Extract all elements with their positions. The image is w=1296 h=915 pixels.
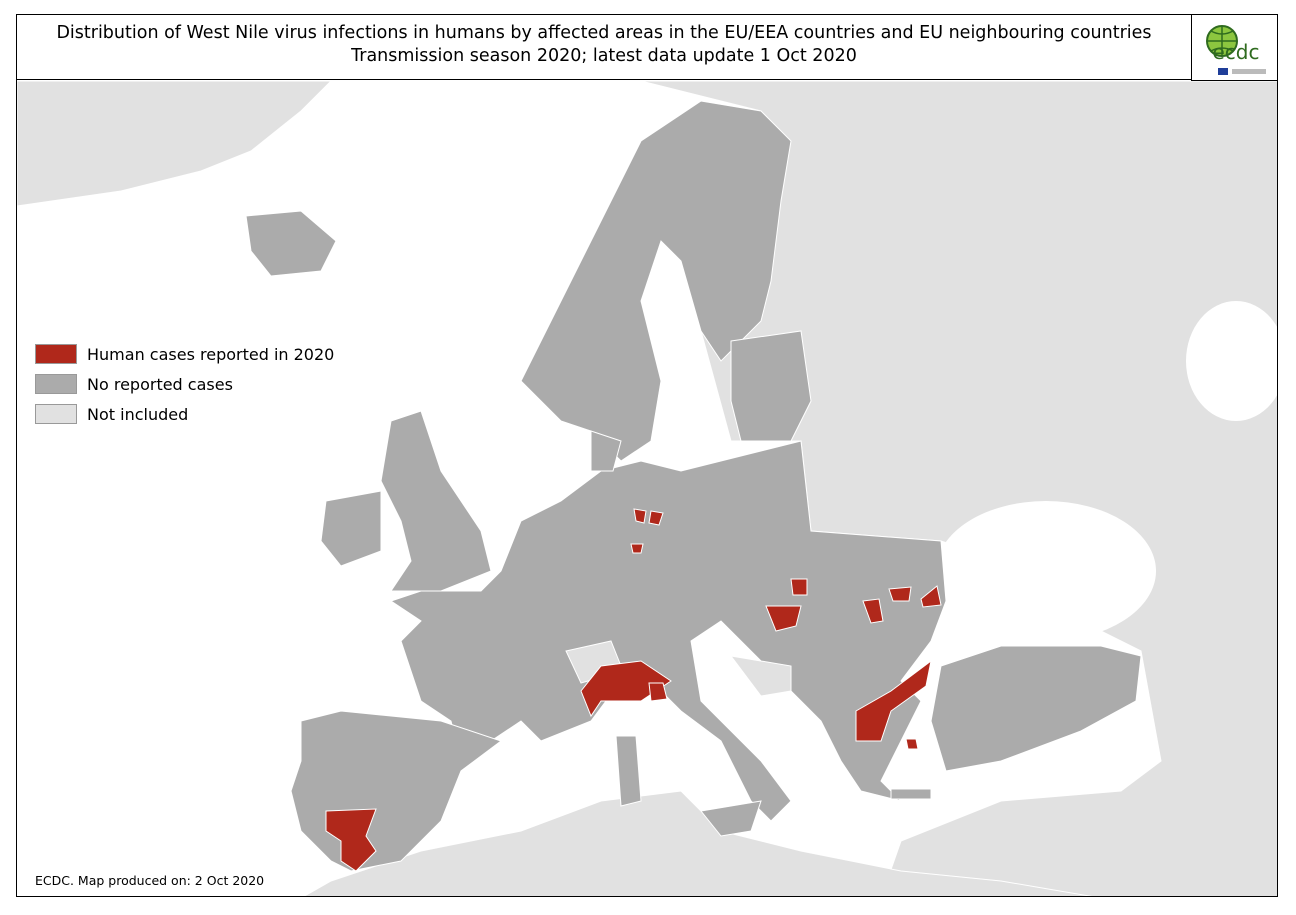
denmark (590, 430, 622, 472)
affected-romania (862, 598, 884, 624)
affected-germany (648, 510, 664, 526)
logo: ecdc (1191, 15, 1278, 81)
turkey (930, 645, 1142, 772)
sardinia (615, 735, 642, 807)
affected-slovakia (790, 578, 808, 596)
iceland (245, 210, 337, 277)
legend-item: No reported cases (35, 369, 334, 399)
affected-spain (325, 808, 377, 872)
legend: Human cases reported in 2020 No reported … (35, 339, 334, 429)
caspian-sea (1186, 301, 1277, 421)
affected-romania (888, 586, 912, 602)
map-frame: Distribution of West Nile virus infectio… (16, 14, 1278, 897)
map-regions (17, 81, 1277, 896)
legend-swatch (35, 344, 77, 364)
legend-label: No reported cases (87, 374, 233, 394)
subtitle: Transmission season 2020; latest data up… (351, 46, 857, 66)
legend-item: Human cases reported in 2020 (35, 339, 334, 369)
crete (890, 788, 932, 800)
affected-romania (920, 585, 942, 608)
legend-label: Not included (87, 404, 189, 424)
logo-grid (1207, 26, 1237, 56)
legend-swatch (35, 404, 77, 424)
affected-germany (633, 508, 647, 524)
legend-label: Human cases reported in 2020 (87, 344, 335, 364)
continental-europe (389, 440, 947, 822)
affected-germany (630, 543, 644, 554)
header: Distribution of West Nile virus infectio… (17, 15, 1191, 80)
sicily (700, 800, 762, 837)
eastern-europe (640, 81, 1277, 896)
eu-flag (1218, 68, 1228, 75)
greenland (17, 81, 332, 207)
affected-greece (855, 659, 932, 742)
legend-item: Not included (35, 399, 334, 429)
title: Distribution of West Nile virus infectio… (56, 23, 1152, 43)
bosnia (729, 655, 792, 697)
affected-hungary (765, 605, 802, 632)
affected-italy-east (648, 682, 668, 702)
map (17, 81, 1277, 896)
affected-greece-east (905, 738, 919, 750)
legend-swatch (35, 374, 77, 394)
ireland (320, 490, 382, 567)
black-sea (936, 501, 1156, 641)
baltics (730, 330, 812, 442)
logo-graphic: ecdc (1206, 25, 1266, 75)
logo-text: ecdc (1213, 40, 1260, 64)
logo-small-text (1232, 69, 1266, 74)
footer: ECDC. Map produced on: 2 Oct 2020 (35, 873, 265, 888)
scandinavia (520, 100, 792, 462)
